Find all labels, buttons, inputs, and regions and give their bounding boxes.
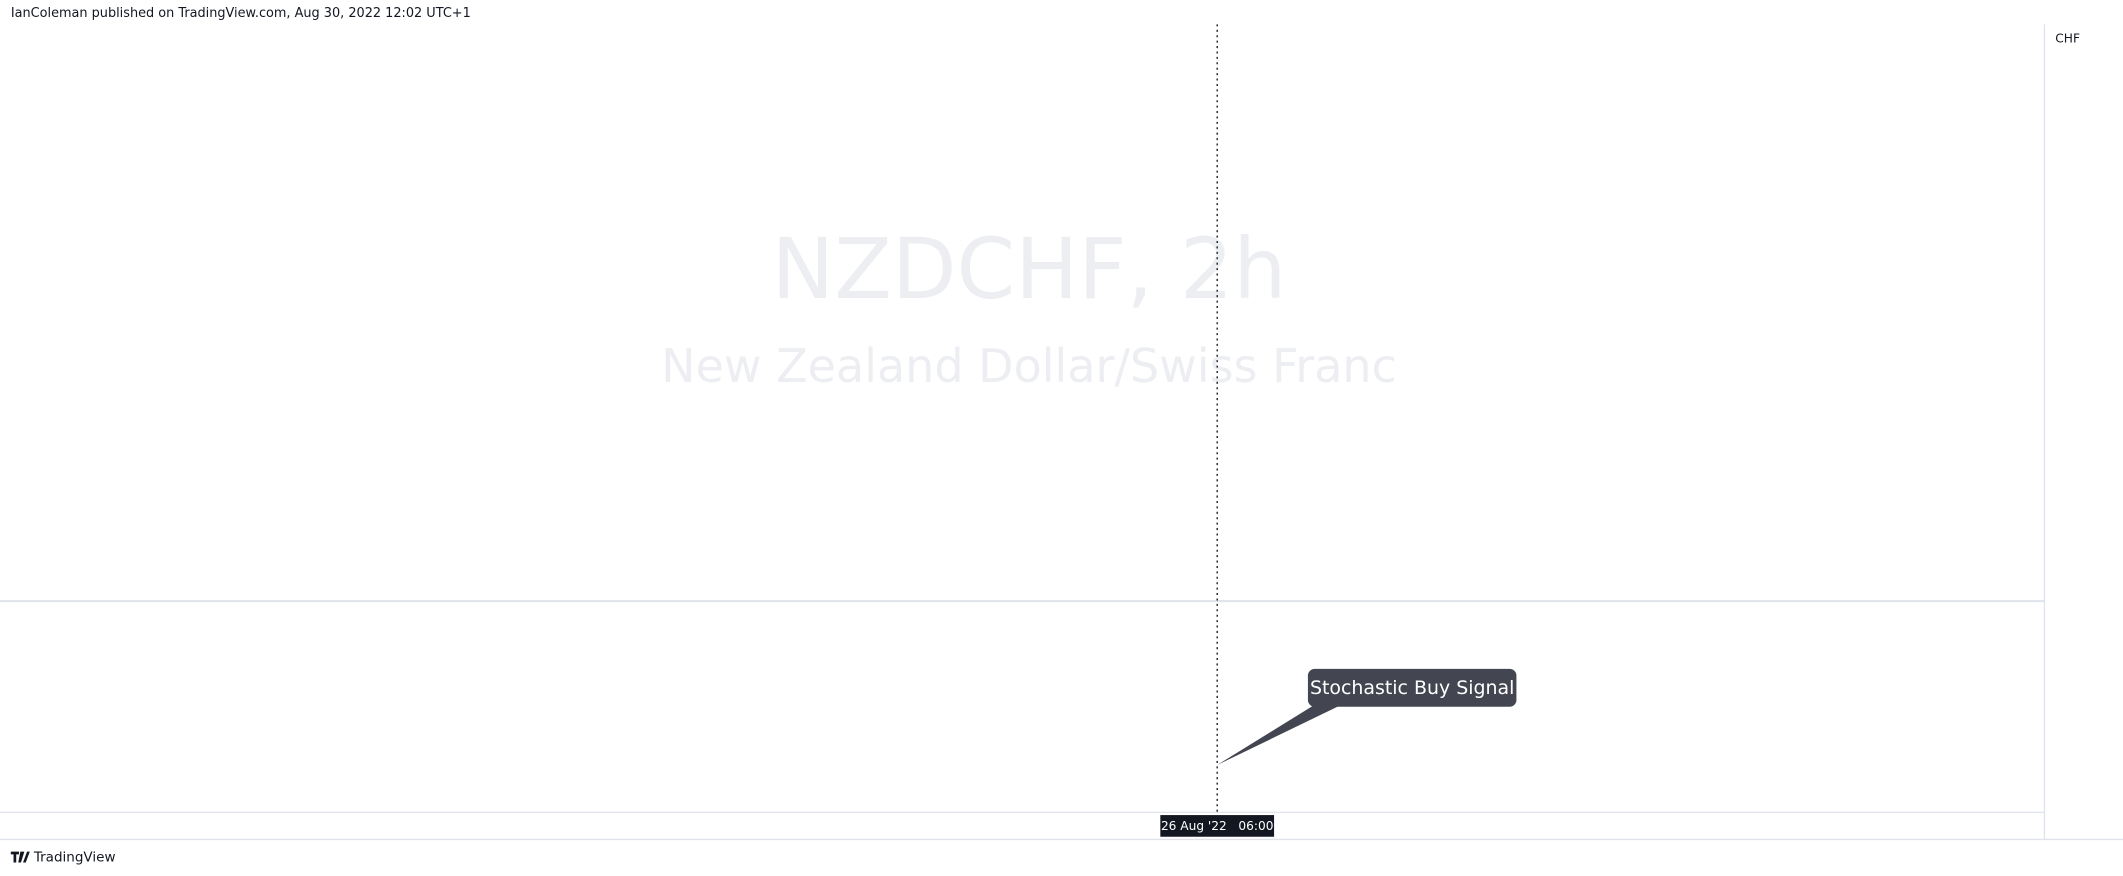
watermark-title: NZDCHF, 2h [772, 220, 1287, 318]
branding: TradingView [33, 850, 116, 866]
callout-pointer [1217, 701, 1344, 765]
crosshair-label: 26 Aug '22 06:00 [1161, 819, 1274, 833]
watermark-subtitle: New Zealand Dollar/Swiss Franc [661, 339, 1397, 393]
footer-logo: TradingView [10, 850, 116, 866]
currency-label: CHF [2055, 32, 2080, 46]
header: IanColeman published on TradingView.com,… [11, 6, 471, 21]
logo-icon [10, 851, 30, 863]
callout-box [1307, 668, 1517, 707]
crosshair-label-box [1160, 815, 1275, 837]
callout-text: Stochastic Buy Signal [1310, 677, 1514, 699]
